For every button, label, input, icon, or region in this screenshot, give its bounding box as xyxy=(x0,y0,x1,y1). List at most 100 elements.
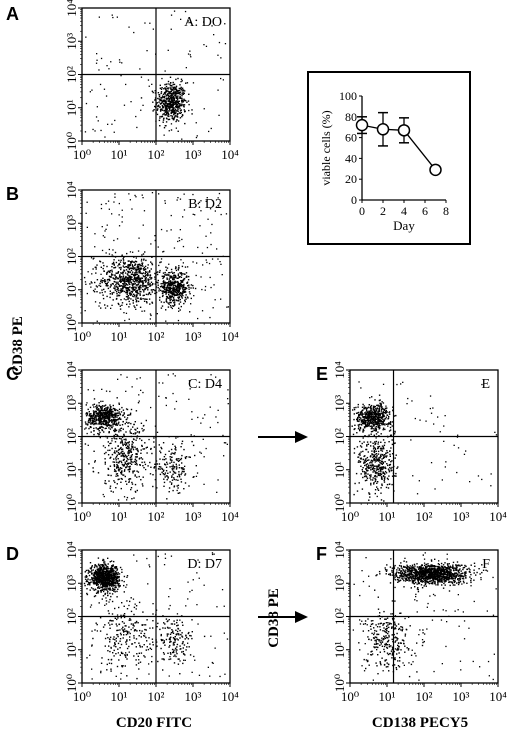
event-point-1205 xyxy=(100,672,102,674)
event-point-108 xyxy=(381,420,384,423)
event-point-877 xyxy=(148,637,150,639)
event-point-1325 xyxy=(175,269,178,272)
event-point-594 xyxy=(138,277,140,279)
event-point-373 xyxy=(135,277,137,279)
event-point-442 xyxy=(184,122,186,125)
event-point-415 xyxy=(95,266,97,268)
event-point-1103 xyxy=(135,491,137,493)
event-point-1123 xyxy=(149,647,151,649)
event-point-581 xyxy=(123,438,125,441)
event-point-806 xyxy=(128,444,130,446)
event-point-589 xyxy=(139,68,141,70)
event-point-409 xyxy=(116,582,118,585)
event-point-1109 xyxy=(202,417,204,419)
y-tick-label: 10⁰ xyxy=(64,674,79,692)
event-point-721 xyxy=(138,475,140,478)
event-point-968 xyxy=(166,287,168,289)
event-point-425 xyxy=(98,414,100,416)
event-point-955 xyxy=(180,457,183,460)
event-point-619 xyxy=(104,461,106,463)
event-point-511 xyxy=(161,100,163,103)
event-point-890 xyxy=(192,284,194,287)
event-point-775 xyxy=(102,595,105,597)
event-point-1184 xyxy=(149,566,151,568)
event-point-114 xyxy=(122,409,125,411)
event-point-860 xyxy=(120,470,123,472)
event-point-182 xyxy=(99,427,102,429)
event-point-566 xyxy=(111,123,113,125)
event-point-64 xyxy=(92,422,94,425)
event-point-561 xyxy=(195,136,198,139)
event-point-89 xyxy=(134,282,136,285)
event-point-590 xyxy=(160,446,162,449)
event-point-76 xyxy=(96,413,98,416)
event-point-715 xyxy=(117,423,120,425)
event-point-1174 xyxy=(152,283,154,285)
event-point-1149 xyxy=(177,197,179,199)
event-point-1221 xyxy=(217,197,219,199)
event-point-317 xyxy=(160,109,162,111)
event-point-1192 xyxy=(213,553,215,555)
event-point-117 xyxy=(93,411,95,414)
event-point-766 xyxy=(114,468,116,471)
event-point-843 xyxy=(115,456,118,458)
event-point-1010 xyxy=(98,602,100,604)
event-point-925 xyxy=(126,654,128,656)
panel-label: C: D4 xyxy=(188,377,222,392)
event-point-350 xyxy=(135,268,137,271)
event-point-92 xyxy=(95,592,98,594)
event-point-111 xyxy=(147,273,149,275)
y-tick-label: 10⁴ xyxy=(64,361,79,379)
event-point-888 xyxy=(175,479,177,481)
event-point-429 xyxy=(172,83,174,86)
event-point-1090 xyxy=(167,633,169,635)
event-point-570 xyxy=(181,97,183,99)
event-point-1028 xyxy=(199,451,201,453)
event-point-484 xyxy=(86,424,89,426)
event-point-1254 xyxy=(128,604,130,607)
event-point-439 xyxy=(88,574,91,577)
event-point-1336 xyxy=(156,313,158,315)
event-point-860 xyxy=(173,294,176,296)
event-point-1157 xyxy=(160,258,163,260)
event-point-1273 xyxy=(135,294,138,296)
event-point-1040 xyxy=(169,633,172,635)
event-point-89 xyxy=(96,428,99,430)
event-point-1055 xyxy=(129,458,131,460)
event-point-935 xyxy=(146,640,148,642)
event-point-502 xyxy=(147,286,149,289)
event-point-115 xyxy=(91,421,93,424)
event-point-1015 xyxy=(164,288,166,291)
event-point-1227 xyxy=(136,560,138,562)
event-point-255 xyxy=(120,285,123,287)
event-point-778 xyxy=(110,490,112,492)
event-point-1187 xyxy=(111,304,113,306)
event-point-978 xyxy=(180,272,183,274)
event-point-765 xyxy=(145,447,147,449)
event-point-968 xyxy=(118,623,121,625)
event-point-192 xyxy=(116,293,118,295)
event-point-515 xyxy=(121,467,123,470)
event-point-1204 xyxy=(209,276,211,279)
event-point-179 xyxy=(89,562,92,564)
event-point-174 xyxy=(173,103,175,106)
event-point-1014 xyxy=(165,309,167,311)
event-point-2 xyxy=(112,416,115,419)
event-point-1047 xyxy=(159,289,162,292)
event-point-574 xyxy=(114,287,116,289)
event-point-763 xyxy=(185,287,187,289)
event-point-929 xyxy=(115,653,117,655)
event-point-805 xyxy=(109,487,111,489)
event-point-1272 xyxy=(113,201,115,203)
event-point-1001 xyxy=(108,645,110,647)
event-point-909 xyxy=(180,305,182,308)
event-point-1183 xyxy=(89,654,91,656)
event-point-217 xyxy=(97,563,100,565)
event-point-334 xyxy=(159,84,161,86)
event-point-382 xyxy=(104,417,106,419)
event-point-307 xyxy=(169,92,171,94)
event-point-695 xyxy=(118,460,121,463)
event-point-334 xyxy=(95,578,97,581)
event-point-1068 xyxy=(166,282,168,284)
